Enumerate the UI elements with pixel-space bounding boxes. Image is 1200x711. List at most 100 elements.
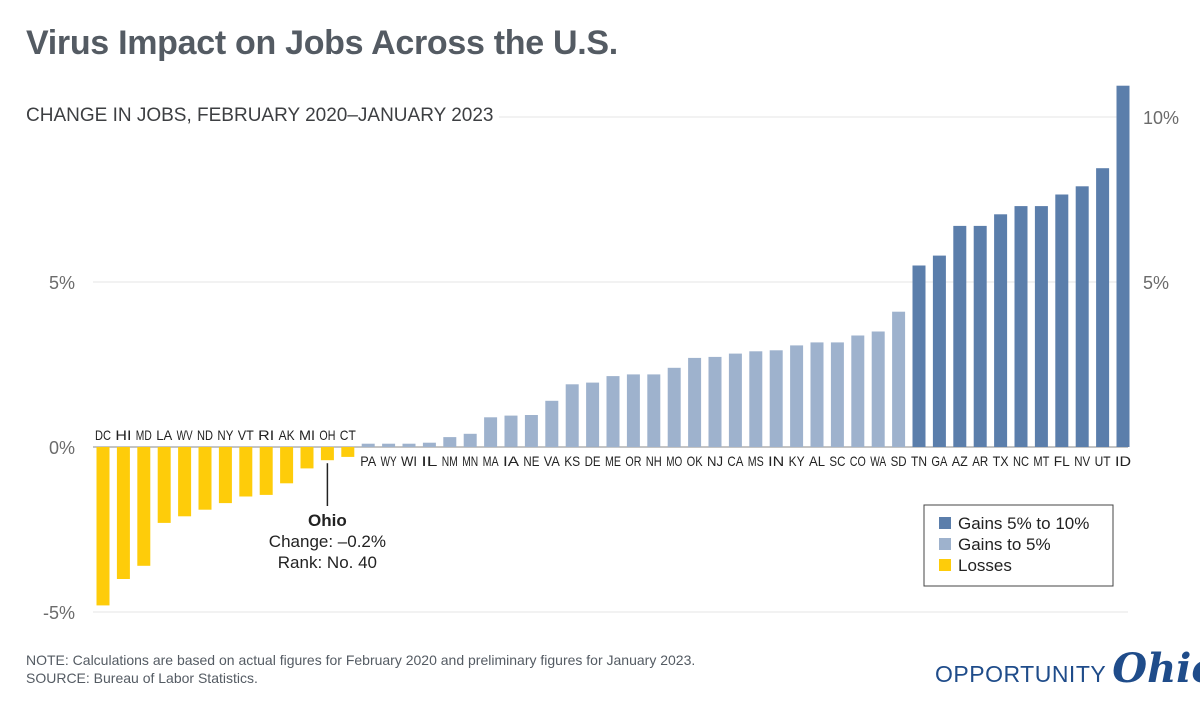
bar-al [810,342,824,447]
bars [96,85,1130,606]
bar-ok [688,357,702,447]
bar-nd [198,447,212,510]
legend-swatch-losses [939,559,951,571]
bar-label-mi: MI [299,427,315,443]
bar-mo [667,367,681,447]
chart-subtitle: CHANGE IN JOBS, FEBRUARY 2020–JANUARY 20… [26,105,500,127]
bar-co [851,335,865,447]
bar-label-ks: KS [564,453,580,469]
bar-de [586,382,600,447]
bar-label-fl: FL [1054,453,1070,469]
bar-ut [1096,168,1110,447]
annotation-change: Change: –0.2% [269,532,386,551]
bar-ca [728,353,742,447]
annotation-name: Ohio [308,511,347,530]
bar-ny [218,447,232,504]
y-tick-label-left: -5% [43,603,75,623]
bar-label-ut: UT [1095,453,1111,469]
bar-ks [565,384,579,447]
bar-label-nv: NV [1074,453,1091,469]
bar-label-mt: MT [1033,453,1049,469]
bar-oh [320,447,334,461]
bar-mi [300,447,314,469]
bar-label-tn: TN [911,453,927,469]
ohio-annotation: Ohio Change: –0.2% Rank: No. 40 [269,463,386,572]
bar-label-ky: KY [789,453,806,469]
chart-title: Virus Impact on Jobs Across the U.S. [26,24,618,62]
bar-label-wi: WI [401,453,417,469]
bar-label-la: LA [156,427,173,443]
bar-vt [239,447,253,497]
bar-label-ga: GA [931,453,948,469]
footer-note: NOTE: Calculations are based on actual f… [26,652,696,668]
bar-pa [361,443,375,447]
bar-label-dc: DC [95,427,111,443]
bar-nm [443,437,457,447]
bar-label-wv: WV [177,427,193,443]
bar-ak [280,447,294,484]
bar-sc [830,342,844,447]
y-tick-label-left: 5% [49,273,75,293]
bar-tn [912,265,926,447]
bar-ri [259,447,273,495]
bar-mn [463,433,477,447]
bar-nv [1075,186,1089,448]
bar-label-vt: VT [238,427,254,443]
bar-ar [973,225,987,447]
footer: NOTE: Calculations are based on actual f… [26,651,695,687]
bar-wy [382,443,396,447]
logo-word: OPPORTUNITY [935,661,1107,687]
bar-label-nh: NH [646,453,662,469]
bar-me [606,376,620,448]
legend-label-gains-high: Gains 5% to 10% [958,514,1089,533]
legend-box [923,504,1114,587]
bar-label-de: DE [585,453,601,469]
bar-hi [116,447,130,579]
bar-la [157,447,171,523]
legend-swatch-gains-high [939,517,951,529]
y-tick-label-right: 5% [1143,273,1169,293]
bar-ne [524,415,538,447]
legend-swatch-gains-low [939,538,951,550]
bar-in [769,350,783,447]
bar-label-in: IN [768,453,784,469]
bar-fl [1055,194,1069,447]
bar-label-nd: ND [197,427,213,443]
legend-label-losses: Losses [958,556,1012,575]
bar-sd [892,311,906,447]
bar-label-ca: CA [727,453,744,469]
bar-wv [178,447,192,517]
bar-label-sc: SC [829,453,845,469]
bar-wa [871,331,885,447]
bar-label-ri: RI [258,427,274,443]
bar-label-wa: WA [870,453,886,469]
bar-label-az: AZ [952,453,968,469]
opportunity-ohio-logo: OPPORTUNITY Ohio [935,645,1200,693]
logo-script: Ohio [1112,645,1200,692]
bar-tx [994,214,1008,447]
bar-label-va: VA [544,453,561,469]
bar-label-ak: AK [279,427,296,443]
bar-label-or: OR [625,453,641,469]
footer-source: SOURCE: Bureau of Labor Statistics. [26,670,258,686]
bar-ia [504,415,518,447]
bar-mt [1034,206,1048,447]
bar-label-ok: OK [687,453,704,469]
bar-label-pa: PA [360,453,377,469]
bar-label-tx: TX [993,453,1010,469]
bar-ky [790,345,804,447]
bar-label-wy: WY [381,453,397,469]
bar-label-me: ME [605,453,621,469]
bar-label-co: CO [850,453,866,469]
bar-label-mn: MN [462,453,478,469]
legend-label-gains-low: Gains to 5% [958,535,1051,554]
legend: Gains 5% to 10% Gains to 5% Losses [923,504,1114,587]
y-tick-label-right: 10% [1143,108,1179,128]
bar-ga [932,255,946,447]
bar-id [1116,85,1130,447]
bar-label-ar: AR [972,453,988,469]
bar-label-ne: NE [523,453,539,469]
annotation-rank: Rank: No. 40 [278,553,377,572]
bar-nc [1014,206,1028,447]
bar-label-nm: NM [442,453,458,469]
